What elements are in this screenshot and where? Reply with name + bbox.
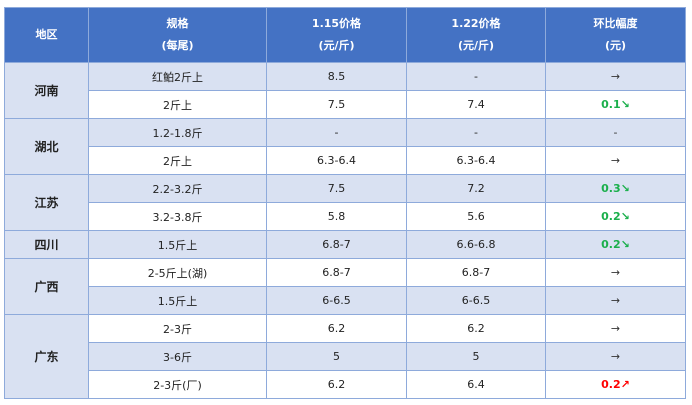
change-cell: 0.2↗: [545, 370, 686, 399]
header-price-1: 1.15价格 (元/斤): [266, 7, 407, 63]
spec-cell: 2斤上: [88, 146, 267, 175]
header-row: 地区 规格 (每尾) 1.15价格 (元/斤) 1.22价格 (元/斤) 环比幅度 (元…: [4, 7, 686, 63]
price-1-cell: 7.5: [266, 90, 407, 119]
table-row: 3-6斤 5 5 →: [5, 342, 686, 371]
spec-cell: 3.2-3.8斤: [88, 202, 267, 231]
price-2-cell: 6-6.5: [406, 286, 546, 315]
change-cell: 0.3↘: [545, 174, 686, 203]
header-spec: 规格 (每尾): [88, 7, 267, 63]
region-cell: 广东: [4, 314, 89, 399]
price-2-cell: 5: [406, 342, 546, 371]
change-cell: →: [545, 342, 686, 371]
table-row: 1.5斤上 6-6.5 6-6.5 →: [5, 286, 686, 315]
change-cell: →: [545, 258, 686, 287]
spec-cell: 2斤上: [88, 90, 267, 119]
header-p2-line1: 1.22价格: [451, 17, 501, 30]
price-2-cell: 7.4: [406, 90, 546, 119]
price-2-cell: 6.2: [406, 314, 546, 343]
table-row: 3.2-3.8斤 5.8 5.6 0.2↘: [5, 202, 686, 231]
header-change-line1: 环比幅度: [593, 17, 638, 30]
price-table: 地区 规格 (每尾) 1.15价格 (元/斤) 1.22价格 (元/斤) 环比幅度 (元…: [4, 7, 686, 399]
price-1-cell: 6-6.5: [266, 286, 407, 315]
spec-cell: 2.2-3.2斤: [88, 174, 267, 203]
spec-cell: 1.5斤上: [88, 286, 267, 315]
change-cell: 0.1↘: [545, 90, 686, 119]
change-cell: 0.2↘: [545, 202, 686, 231]
price-2-cell: 6.8-7: [406, 258, 546, 287]
price-1-cell: 5.8: [266, 202, 407, 231]
price-1-cell: 5: [266, 342, 407, 371]
table-row: 2-3斤(厂) 6.2 6.4 0.2↗: [5, 370, 686, 399]
header-price-2: 1.22价格 (元/斤): [406, 7, 546, 63]
change-cell: →: [545, 314, 686, 343]
change-cell: -: [545, 118, 686, 147]
table-row: 广东 2-3斤 6.2 6.2 →: [4, 314, 686, 399]
spec-cell: 2-3斤: [88, 314, 267, 343]
table-row: 河南 红鲌2斤上 8.5- →: [4, 62, 686, 119]
spec-cell: 2-3斤(厂): [88, 370, 267, 399]
change-cell: 0.2↘: [545, 230, 686, 259]
price-2-cell: -: [406, 118, 546, 147]
price-2-cell: -: [406, 62, 546, 91]
header-region: 地区: [4, 7, 89, 63]
region-cell: 河南: [4, 62, 89, 119]
table-row: 广西 2-5斤上(湖) 6.8-7 6.8-7 →: [4, 258, 686, 315]
spec-cell: 1.5斤上: [88, 230, 267, 259]
table-row: 2斤上 7.5 7.4 0.1↘: [5, 90, 686, 119]
price-1-cell: 6.2: [266, 370, 407, 399]
table-row: 湖北 1.2-1.8斤 - - -: [4, 118, 686, 175]
price-2-cell: 6.4: [406, 370, 546, 399]
region-cell: 江苏: [4, 174, 89, 231]
header-change-line2: (元): [604, 39, 627, 52]
price-1-cell: 6.8-7: [266, 230, 407, 259]
price-2-cell: 6.6-6.8: [406, 230, 546, 259]
spec-cell: 红鲌2斤上: [88, 62, 267, 91]
price-1-cell: 6.3-6.4: [266, 146, 407, 175]
spec-cell: 2-5斤上(湖): [88, 258, 267, 287]
header-p2-line2: (元/斤): [457, 39, 495, 52]
header-spec-line1: 规格: [166, 17, 189, 30]
price-2-cell: 7.2: [406, 174, 546, 203]
spec-cell: 3-6斤: [88, 342, 267, 371]
price-1-cell: 7.5: [266, 174, 407, 203]
price-2-cell: 6.3-6.4: [406, 146, 546, 175]
region-cell: 四川: [4, 230, 89, 259]
region-cell: 湖北: [4, 118, 89, 175]
header-spec-line2: (每尾): [161, 39, 194, 52]
table-row: 江苏 2.2-3.2斤 7.5 7.2 0.3↘: [4, 174, 686, 231]
table-row: 四川 1.5斤上 6.8-7 6.6-6.8 0.2↘: [4, 230, 686, 259]
change-cell: →: [545, 286, 686, 315]
header-p1-line2: (元/斤): [318, 39, 355, 52]
table-row: 2斤上 6.3-6.4 6.3-6.4 →: [5, 146, 686, 175]
price-1-cell: -: [266, 118, 407, 147]
price-1-cell: 6.8-7: [266, 258, 407, 287]
price-2-cell: 5.6: [406, 202, 546, 231]
region-cell: 广西: [4, 258, 89, 315]
header-p1-line1: 1.15价格: [311, 17, 362, 30]
header-change: 环比幅度 (元): [545, 7, 686, 63]
price-1-cell: 8.5: [266, 62, 407, 91]
price-1-cell: 6.2: [266, 314, 407, 343]
change-cell: →: [545, 146, 686, 175]
change-cell: →: [545, 62, 686, 91]
spec-cell: 1.2-1.8斤: [88, 118, 267, 147]
